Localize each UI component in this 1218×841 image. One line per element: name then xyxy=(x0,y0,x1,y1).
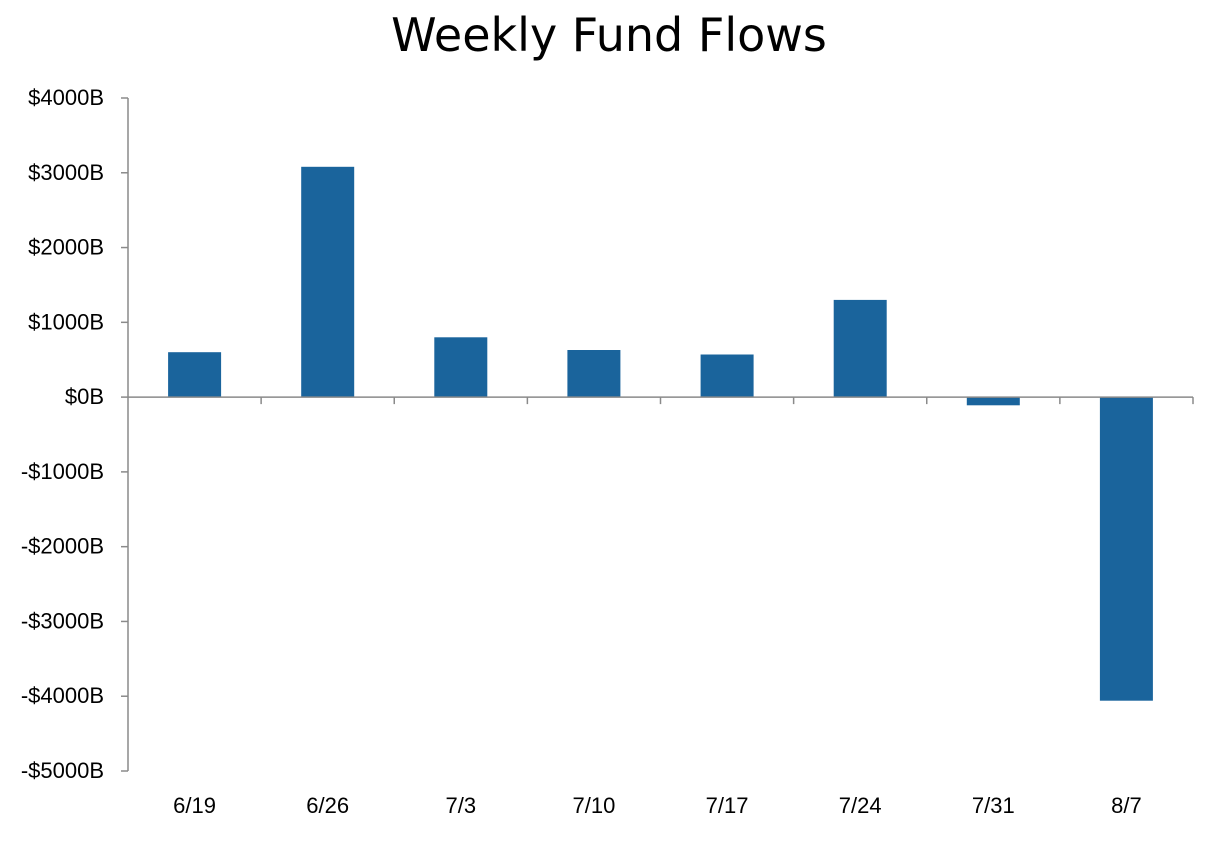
y-tick-label: $3000B xyxy=(28,160,104,185)
y-tick-label: -$5000B xyxy=(21,758,104,783)
y-tick-label: -$2000B xyxy=(21,534,104,559)
y-tick-label: $2000B xyxy=(28,235,104,260)
x-tick-label: 6/26 xyxy=(306,793,349,818)
bar-7-17 xyxy=(700,354,754,398)
chart-title: Weekly Fund Flows xyxy=(391,8,827,62)
y-tick-label: -$3000B xyxy=(21,608,104,633)
bar-7-10 xyxy=(567,350,621,398)
x-tick-label: 7/3 xyxy=(446,793,477,818)
bar-7-3 xyxy=(434,337,488,398)
bar-6-26 xyxy=(301,166,355,398)
y-tick-label: -$4000B xyxy=(21,683,104,708)
bar-8-7 xyxy=(1099,397,1153,701)
axes-layer xyxy=(121,97,1194,772)
y-tick-label: $4000B xyxy=(28,85,104,110)
bar-7-31 xyxy=(966,397,1020,406)
x-tick-label: 6/19 xyxy=(173,793,216,818)
bars-layer xyxy=(168,166,1153,701)
x-tick-label: 8/7 xyxy=(1111,793,1142,818)
x-tick-label: 7/24 xyxy=(839,793,882,818)
bar-6-19 xyxy=(168,352,222,398)
x-tick-label: 7/17 xyxy=(706,793,749,818)
y-tick-label: $1000B xyxy=(28,309,104,334)
x-tick-label: 7/10 xyxy=(572,793,615,818)
y-tick-label: $0B xyxy=(65,384,104,409)
labels-layer: $4000B $3000B $2000B $1000B $0B -$1000B -$2000… xyxy=(21,85,1142,818)
y-tick-label: -$1000B xyxy=(21,459,104,484)
x-tick-label: 7/31 xyxy=(972,793,1015,818)
bar-7-24 xyxy=(833,299,887,398)
